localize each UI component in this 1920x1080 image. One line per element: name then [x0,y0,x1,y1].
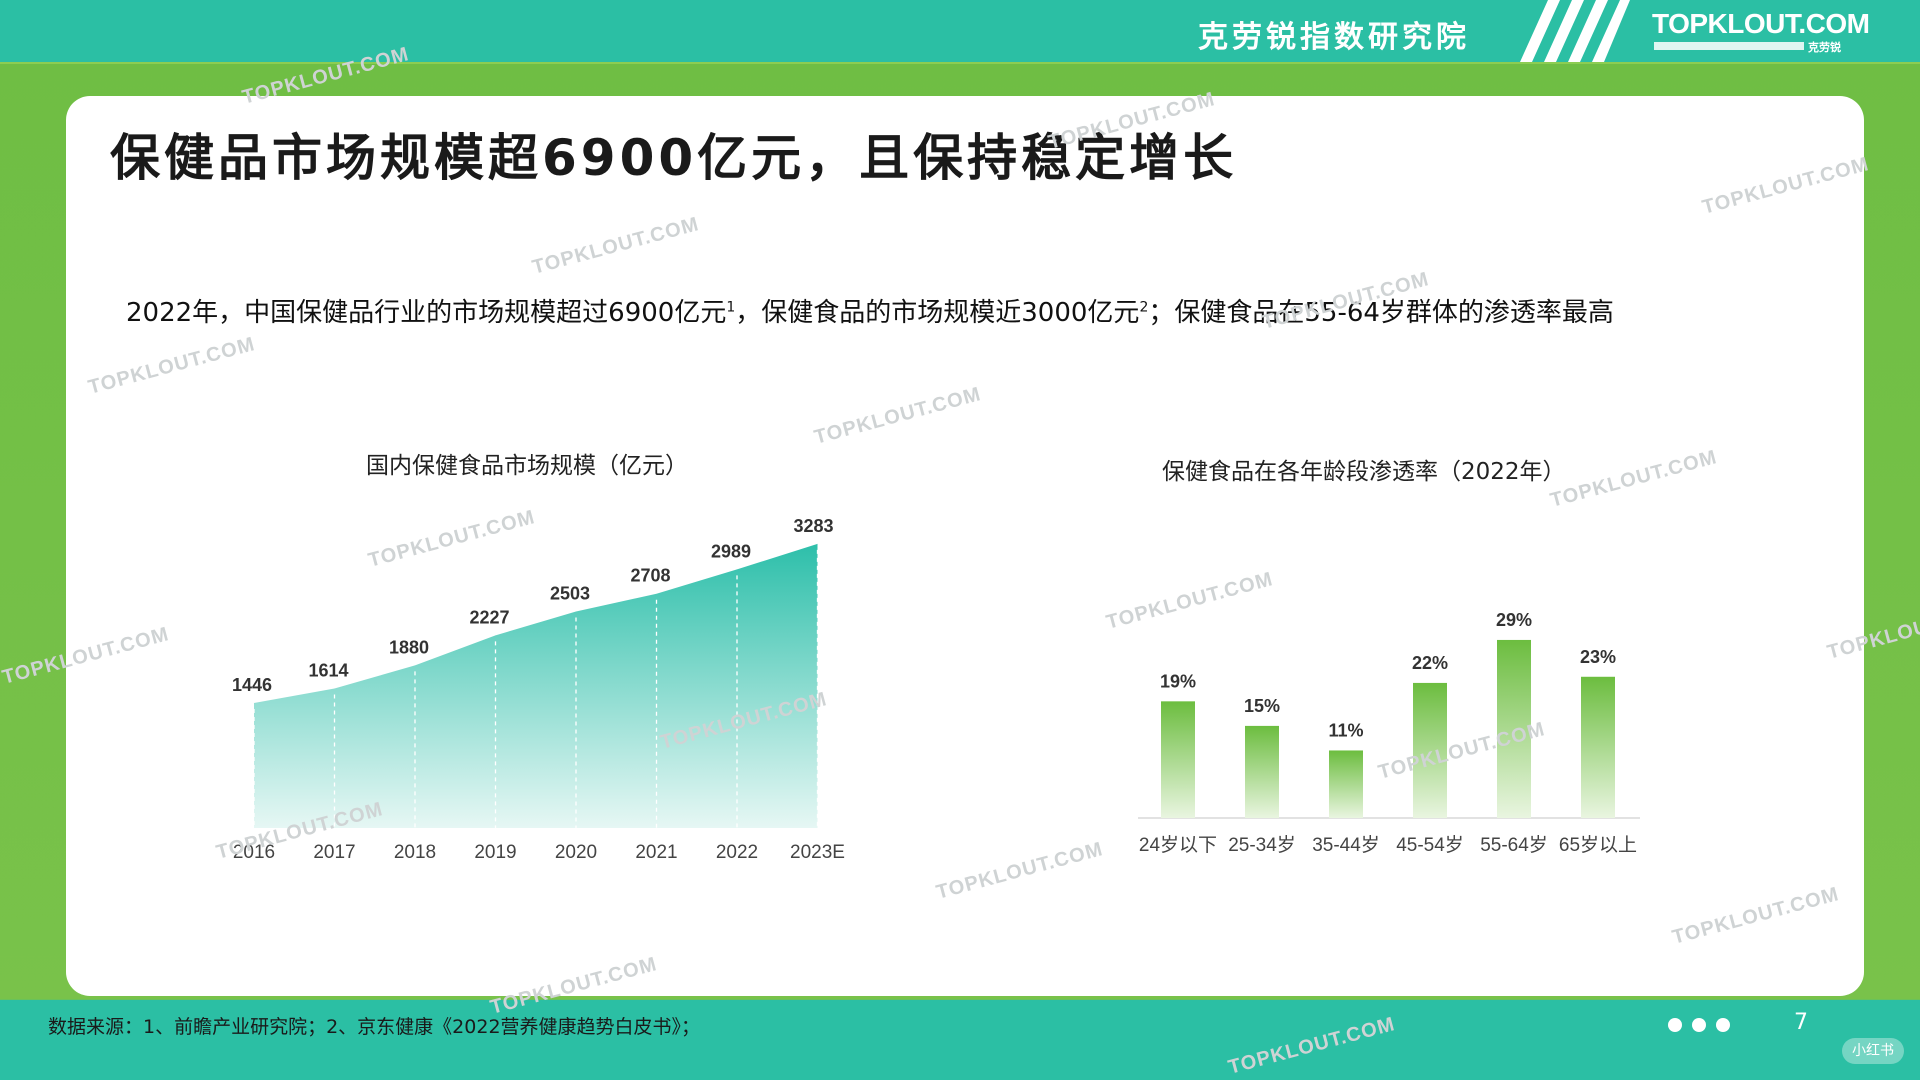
area-data-label: 2989 [711,541,751,561]
logo-sub-text: 克劳锐 [1808,41,1841,54]
x-tick-label: 2020 [555,842,597,863]
bar [1581,676,1615,818]
bar [1497,639,1531,818]
penetration-chart-title: 保健食品在各年龄段渗透率（2022年） [1162,459,1566,485]
bar-data-label: 22% [1412,653,1448,673]
summary-part-2: ，保健食品的市场规模近3000亿元 [735,298,1140,328]
footnote-ref-2: 2 [1139,299,1149,316]
area-data-label: 3283 [793,516,833,536]
area-series [254,543,818,828]
market-size-area-chart: 1446 2016 1614 2017 1880 2018 2227 2019 2503 2020… [232,516,845,863]
area-data-label: 2227 [469,607,509,627]
area-data-label: 1446 [232,675,272,695]
bar [1329,750,1363,818]
market-size-chart-title: 国内保健食品市场规模（亿元） [366,453,688,479]
x-tick-label: 2022 [716,842,758,863]
x-tick-label: 2023E [790,842,845,863]
x-tick-label: 25-34岁 [1228,834,1296,856]
x-tick-label: 2016 [233,842,275,863]
bar [1413,682,1447,818]
logo-tagline-bar [1654,42,1804,50]
x-tick-label: 2018 [394,842,436,863]
page-number: 7 [1794,1010,1808,1035]
page-dots [1668,1017,1740,1036]
header-bar [0,0,1920,62]
content-card [66,96,1864,996]
bar-data-label: 19% [1160,671,1196,691]
footnote-ref-1: 1 [726,299,736,316]
bar [1245,725,1279,818]
page-dot [1716,1018,1730,1032]
area-data-label: 1880 [389,637,429,657]
x-tick-label: 55-64岁 [1480,834,1548,856]
page-title: 保健品市场规模超6900亿元，且保持稳定增长 [110,129,1238,187]
corner-badge: 小红书 [1842,1038,1904,1064]
header-divider [0,62,1920,64]
area-data-label: 2503 [550,583,590,603]
area-data-label: 2708 [630,566,670,586]
x-tick-label: 2019 [474,842,516,863]
watermark-text: TOPKLOUT.COM [1225,1013,1398,1079]
summary-part-1: 2022年，中国保健品行业的市场规模超过6900亿元 [126,298,727,328]
bar-data-label: 15% [1244,696,1280,716]
topklout-logo: TOPKLOUT.COM 克劳锐 [1640,6,1880,56]
bar-data-label: 23% [1580,647,1616,667]
x-tick-label: 24岁以下 [1139,834,1217,856]
header-stripes-decoration [1520,0,1630,62]
summary-part-3: ；保健食品在55-64岁群体的渗透率最高 [1148,298,1614,328]
x-tick-label: 65岁以上 [1559,834,1637,856]
page-dot [1668,1018,1682,1032]
x-tick-label: 45-54岁 [1396,834,1464,856]
x-tick-label: 2017 [313,842,355,863]
penetration-bar-chart: 19% 24岁以下 15% 25-34岁 11% 35-44岁 22% 45-54岁 29% 55… [1138,610,1640,856]
area-data-label: 1614 [308,660,348,680]
logo-text: TOPKLOUT.COM [1652,8,1870,39]
bar [1161,701,1195,818]
bar-data-label: 29% [1496,610,1532,630]
page-dot [1692,1018,1706,1032]
x-tick-label: 2021 [635,842,677,863]
data-source-note: 数据来源：1、前瞻产业研究院；2、京东健康《2022营养健康趋势白皮书》； [48,1016,701,1038]
bar-data-label: 11% [1328,720,1363,740]
summary-text: 2022年，中国保健品行业的市场规模超过6900亿元1，保健食品的市场规模近30… [126,292,1614,329]
org-name: 克劳锐指数研究院 [1198,20,1470,55]
x-tick-label: 35-44岁 [1312,834,1380,856]
